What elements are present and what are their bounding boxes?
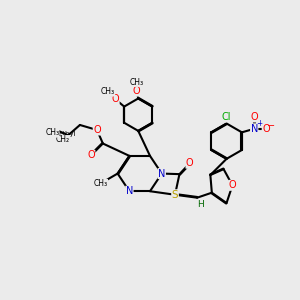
Text: N: N [250,124,258,134]
Text: O: O [87,150,95,160]
Text: ethyl: ethyl [58,131,76,137]
Text: O: O [93,125,101,135]
Text: −: − [267,122,275,131]
Text: O: O [262,124,270,134]
Text: H: H [197,200,204,209]
Text: O: O [133,86,141,96]
Text: CH₂: CH₂ [56,135,70,144]
Text: O: O [250,112,258,122]
Text: CH₃: CH₃ [130,78,144,87]
Text: +: + [256,119,263,128]
Text: Cl: Cl [221,112,231,122]
Text: O: O [112,94,119,104]
Text: CH₃: CH₃ [101,87,115,96]
Text: O: O [229,180,236,190]
Text: CH₃: CH₃ [94,179,108,188]
Text: O: O [186,158,194,168]
Text: S: S [172,190,178,200]
Text: CH₃: CH₃ [45,128,59,137]
Text: N: N [158,169,166,178]
Text: N: N [126,186,133,196]
